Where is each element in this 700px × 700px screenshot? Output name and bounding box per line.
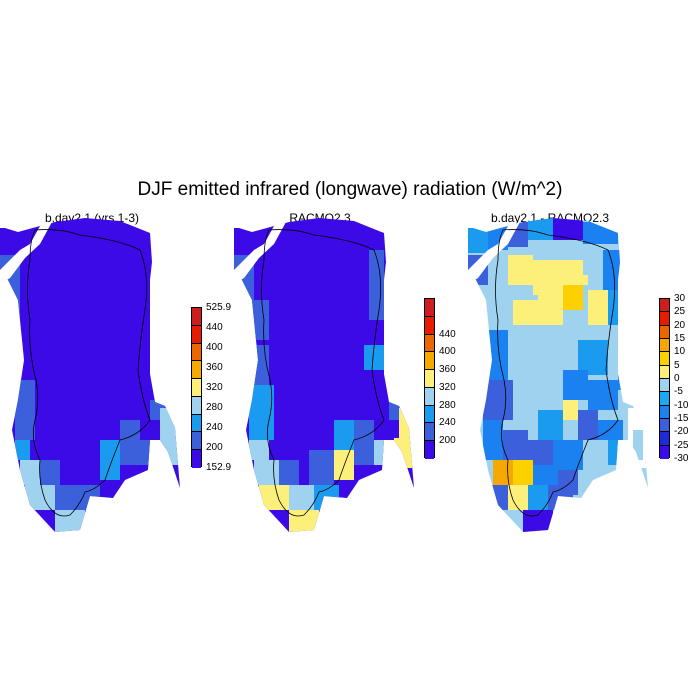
colorbar-tick-label: 15	[674, 333, 686, 344]
colorbar-segment	[425, 423, 434, 442]
colorbar-tick-label: 360	[439, 364, 456, 376]
colorbar-segment	[660, 445, 669, 459]
colorbar-segment	[425, 405, 434, 424]
figure-title: DJF emitted infrared (longwave) radiatio…	[137, 179, 563, 200]
colorbar-tick-label: 200	[206, 442, 223, 453]
colorbar-segment	[425, 387, 434, 406]
colorbar-segment	[660, 392, 669, 406]
colorbar-tick-label: -30	[674, 453, 689, 464]
colorbar-tick-label: 440	[439, 328, 456, 340]
colorbar-segment	[192, 343, 201, 362]
colorbar-tick-label: -25	[674, 439, 689, 451]
colorbar-tick-label: 5	[674, 359, 680, 371]
colorbar-tick-label: 30	[674, 293, 686, 304]
colorbar-segment	[660, 352, 669, 366]
colorbar-tick-label: -5	[674, 386, 683, 398]
colorbar-tick-label: 525.9	[206, 302, 232, 313]
colorbar-tick-label: 280	[206, 402, 223, 413]
colorbar-tick-label: 320	[439, 381, 456, 393]
colorbar-tick-label: 280	[439, 399, 456, 411]
colorbar-segment	[660, 365, 669, 379]
colorbar-segment	[425, 299, 434, 317]
colorbar-model: 152.9 200 240 280 320 360 400 440 525.9	[191, 303, 231, 473]
map-model	[0, 218, 180, 532]
colorbar-segment	[192, 450, 201, 468]
colorbar-tick-label: 240	[439, 417, 456, 429]
map-racmo	[234, 218, 414, 532]
colorbar-tick-label: -10	[674, 399, 689, 411]
colorbar-difference: -30 -25 -20 -15 -10 -5 0 5 10 15 20 25 30	[659, 294, 688, 464]
colorbar-tick-label: 20	[674, 319, 686, 331]
colorbar-tick-label: -20	[674, 426, 689, 438]
colorbar-racmo: 200 240 280 320 360 400 440	[424, 298, 456, 459]
colorbar-segment	[660, 325, 669, 339]
colorbar-segment	[192, 432, 201, 451]
colorbar-tick-label: 360	[206, 362, 223, 373]
colorbar-segment	[660, 432, 669, 446]
colorbar-segment	[660, 419, 669, 433]
colorbar-tick-label: 152.9	[206, 462, 232, 473]
colorbar-segment	[660, 405, 669, 419]
colorbar-segment	[192, 361, 201, 380]
colorbar-tick-label: 320	[206, 382, 223, 393]
colorbar-segment	[425, 316, 434, 335]
colorbar-tick-label: 400	[439, 346, 456, 358]
colorbar-segment	[192, 379, 201, 397]
colorbar-segment	[192, 308, 201, 326]
colorbar-segment	[425, 334, 434, 353]
colorbar-segment	[660, 339, 669, 353]
colorbar-tick-label: 0	[674, 373, 680, 384]
colorbar-segment	[192, 396, 201, 415]
colorbar-tick-label: 25	[674, 306, 686, 318]
colorbar-segment	[425, 370, 434, 388]
map-difference	[468, 218, 648, 532]
colorbar-tick-label: 240	[206, 422, 223, 433]
colorbar-tick-label: 10	[674, 346, 686, 358]
colorbar-segment	[192, 414, 201, 433]
colorbar-tick-label: 440	[206, 322, 223, 333]
colorbar-segment	[660, 379, 669, 393]
colorbar-tick-label: 400	[206, 342, 223, 353]
colorbar-segment	[660, 299, 669, 313]
colorbar-tick-label: 200	[439, 435, 456, 447]
colorbar-tick-label: -15	[674, 413, 689, 424]
colorbar-segment	[660, 312, 669, 326]
colorbar-segment	[425, 441, 434, 459]
colorbar-segment	[192, 325, 201, 344]
colorbar-segment	[425, 352, 434, 371]
